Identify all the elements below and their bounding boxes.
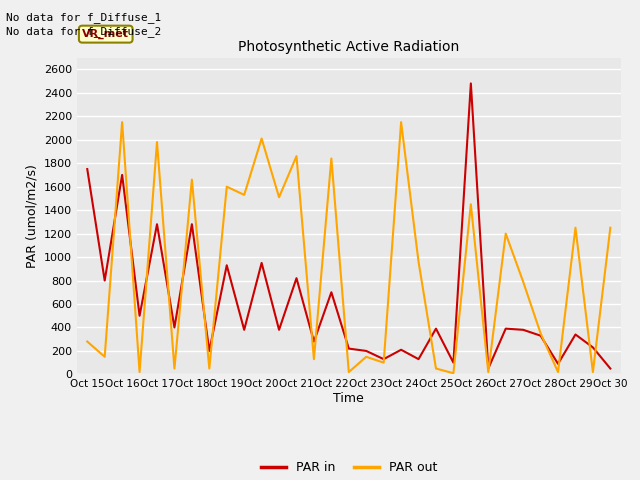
- PAR out: [607, 225, 614, 230]
- PAR out: [136, 369, 143, 375]
- PAR out: [83, 339, 91, 345]
- PAR out: [554, 369, 562, 375]
- PAR in: [484, 366, 492, 372]
- PAR out: [572, 225, 579, 230]
- PAR in: [136, 313, 143, 319]
- Line: PAR in: PAR in: [87, 84, 611, 369]
- PAR in: [258, 260, 266, 266]
- PAR in: [589, 345, 596, 350]
- PAR in: [328, 289, 335, 295]
- Legend: PAR in, PAR out: PAR in, PAR out: [255, 456, 442, 479]
- PAR out: [519, 279, 527, 285]
- Y-axis label: PAR (umol/m2/s): PAR (umol/m2/s): [25, 164, 38, 268]
- PAR out: [292, 153, 300, 159]
- PAR in: [415, 356, 422, 362]
- PAR out: [275, 194, 283, 200]
- PAR in: [292, 276, 300, 281]
- PAR out: [467, 202, 475, 207]
- PAR in: [607, 366, 614, 372]
- PAR in: [449, 360, 457, 366]
- PAR in: [397, 347, 405, 353]
- PAR in: [188, 221, 196, 227]
- PAR in: [380, 356, 387, 362]
- PAR in: [310, 339, 318, 345]
- PAR out: [345, 369, 353, 375]
- PAR out: [241, 192, 248, 198]
- PAR out: [310, 356, 318, 362]
- PAR out: [415, 259, 422, 264]
- PAR in: [345, 346, 353, 351]
- X-axis label: Time: Time: [333, 392, 364, 405]
- PAR in: [432, 326, 440, 332]
- PAR in: [467, 81, 475, 86]
- PAR in: [205, 348, 213, 354]
- Text: No data for f_Diffuse_1: No data for f_Diffuse_1: [6, 12, 162, 23]
- PAR out: [537, 330, 545, 336]
- PAR out: [153, 139, 161, 145]
- PAR out: [118, 119, 126, 125]
- PAR in: [83, 166, 91, 172]
- PAR out: [258, 136, 266, 142]
- PAR in: [171, 324, 179, 330]
- PAR in: [572, 332, 579, 337]
- PAR out: [397, 119, 405, 125]
- PAR out: [328, 156, 335, 161]
- PAR out: [101, 354, 109, 360]
- PAR in: [554, 361, 562, 367]
- Text: VR_met: VR_met: [82, 29, 129, 39]
- PAR in: [502, 326, 509, 332]
- PAR in: [537, 333, 545, 338]
- PAR out: [432, 366, 440, 372]
- Title: Photosynthetic Active Radiation: Photosynthetic Active Radiation: [238, 40, 460, 54]
- PAR in: [519, 327, 527, 333]
- Line: PAR out: PAR out: [87, 122, 611, 373]
- PAR out: [449, 371, 457, 376]
- PAR in: [241, 327, 248, 333]
- PAR out: [171, 366, 179, 372]
- PAR out: [502, 231, 509, 237]
- PAR out: [589, 369, 596, 375]
- PAR out: [223, 184, 230, 190]
- PAR out: [362, 354, 370, 360]
- PAR out: [205, 366, 213, 372]
- PAR in: [153, 221, 161, 227]
- PAR in: [101, 277, 109, 283]
- PAR out: [484, 369, 492, 375]
- PAR in: [362, 348, 370, 354]
- Text: No data for f_Diffuse_2: No data for f_Diffuse_2: [6, 26, 162, 37]
- PAR in: [118, 172, 126, 178]
- PAR in: [275, 327, 283, 333]
- PAR out: [380, 360, 387, 366]
- PAR out: [188, 177, 196, 182]
- PAR in: [223, 263, 230, 268]
